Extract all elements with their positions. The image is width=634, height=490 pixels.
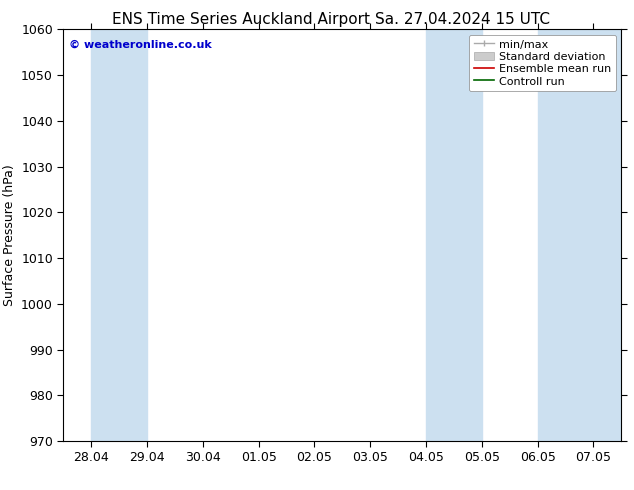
Y-axis label: Surface Pressure (hPa): Surface Pressure (hPa) (3, 164, 16, 306)
Text: © weatheronline.co.uk: © weatheronline.co.uk (69, 40, 212, 49)
Legend: min/max, Standard deviation, Ensemble mean run, Controll run: min/max, Standard deviation, Ensemble me… (469, 35, 616, 91)
Text: ENS Time Series Auckland Airport: ENS Time Series Auckland Airport (112, 12, 370, 27)
Bar (426, 29, 482, 441)
Bar (91, 29, 147, 441)
Bar (538, 29, 634, 441)
Text: Sa. 27.04.2024 15 UTC: Sa. 27.04.2024 15 UTC (375, 12, 550, 27)
